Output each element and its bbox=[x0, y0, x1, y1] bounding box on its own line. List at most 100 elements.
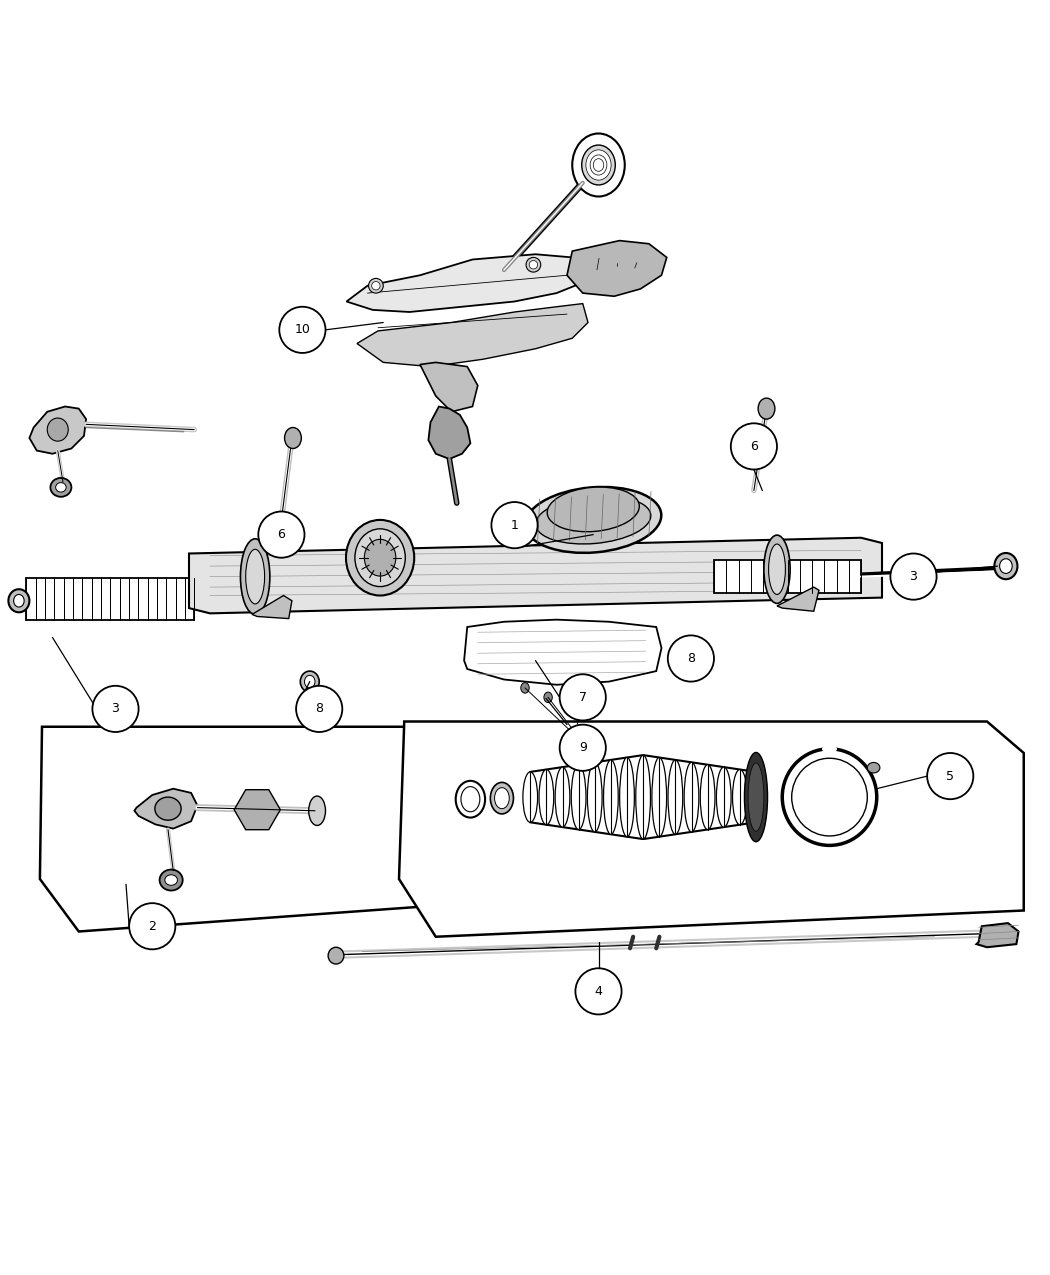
Circle shape bbox=[731, 423, 777, 469]
Circle shape bbox=[668, 635, 714, 682]
Ellipse shape bbox=[56, 483, 66, 492]
Ellipse shape bbox=[536, 496, 651, 544]
Polygon shape bbox=[29, 407, 86, 454]
Ellipse shape bbox=[567, 695, 575, 706]
Ellipse shape bbox=[155, 797, 181, 820]
Ellipse shape bbox=[744, 752, 768, 842]
Circle shape bbox=[890, 553, 937, 599]
Ellipse shape bbox=[764, 536, 790, 603]
Circle shape bbox=[927, 754, 973, 799]
Ellipse shape bbox=[635, 755, 651, 839]
Circle shape bbox=[560, 674, 606, 720]
Ellipse shape bbox=[539, 770, 553, 825]
Text: 1: 1 bbox=[510, 519, 519, 532]
Ellipse shape bbox=[309, 796, 326, 825]
Ellipse shape bbox=[521, 682, 529, 694]
Ellipse shape bbox=[525, 487, 662, 553]
Ellipse shape bbox=[571, 765, 586, 830]
Circle shape bbox=[491, 502, 538, 548]
Ellipse shape bbox=[867, 762, 880, 773]
Text: 10: 10 bbox=[294, 324, 311, 337]
Ellipse shape bbox=[587, 762, 602, 831]
Ellipse shape bbox=[47, 418, 68, 441]
Ellipse shape bbox=[328, 947, 344, 964]
Ellipse shape bbox=[544, 692, 552, 703]
Circle shape bbox=[258, 511, 304, 557]
Text: 2: 2 bbox=[148, 919, 156, 933]
Ellipse shape bbox=[369, 278, 383, 293]
Ellipse shape bbox=[372, 282, 380, 289]
Polygon shape bbox=[357, 303, 588, 367]
Circle shape bbox=[575, 968, 622, 1015]
Circle shape bbox=[279, 307, 326, 353]
Ellipse shape bbox=[246, 550, 265, 604]
Ellipse shape bbox=[355, 529, 405, 586]
Polygon shape bbox=[26, 578, 194, 620]
Ellipse shape bbox=[490, 783, 513, 813]
Ellipse shape bbox=[240, 539, 270, 615]
Ellipse shape bbox=[590, 156, 607, 175]
Ellipse shape bbox=[529, 260, 538, 269]
Polygon shape bbox=[976, 923, 1018, 947]
Text: 8: 8 bbox=[687, 652, 695, 666]
Circle shape bbox=[296, 686, 342, 732]
Polygon shape bbox=[567, 241, 667, 296]
Polygon shape bbox=[134, 789, 197, 829]
Ellipse shape bbox=[555, 768, 570, 827]
Ellipse shape bbox=[749, 771, 763, 822]
Ellipse shape bbox=[733, 770, 748, 825]
Polygon shape bbox=[530, 755, 756, 839]
Ellipse shape bbox=[994, 553, 1017, 579]
Ellipse shape bbox=[792, 759, 867, 836]
Ellipse shape bbox=[782, 748, 877, 845]
Ellipse shape bbox=[685, 762, 699, 831]
Ellipse shape bbox=[304, 676, 315, 688]
Text: 6: 6 bbox=[277, 528, 286, 541]
Polygon shape bbox=[346, 254, 593, 312]
Circle shape bbox=[92, 686, 139, 732]
Ellipse shape bbox=[495, 788, 509, 808]
Ellipse shape bbox=[461, 787, 480, 812]
Ellipse shape bbox=[1000, 558, 1012, 574]
Polygon shape bbox=[714, 560, 861, 593]
Text: 4: 4 bbox=[594, 984, 603, 998]
Ellipse shape bbox=[523, 771, 538, 822]
Ellipse shape bbox=[652, 757, 667, 836]
Circle shape bbox=[129, 903, 175, 950]
Ellipse shape bbox=[604, 760, 618, 834]
Ellipse shape bbox=[769, 544, 785, 594]
Ellipse shape bbox=[620, 757, 634, 836]
Ellipse shape bbox=[671, 645, 690, 666]
Ellipse shape bbox=[160, 870, 183, 890]
Polygon shape bbox=[40, 727, 441, 932]
Ellipse shape bbox=[50, 478, 71, 497]
Polygon shape bbox=[777, 586, 819, 611]
Ellipse shape bbox=[526, 258, 541, 272]
Ellipse shape bbox=[593, 158, 604, 171]
Ellipse shape bbox=[285, 427, 301, 449]
Ellipse shape bbox=[582, 145, 615, 185]
Ellipse shape bbox=[8, 589, 29, 612]
Ellipse shape bbox=[547, 487, 639, 532]
Ellipse shape bbox=[14, 594, 24, 607]
Polygon shape bbox=[399, 722, 1024, 937]
Ellipse shape bbox=[716, 768, 731, 827]
Ellipse shape bbox=[300, 671, 319, 692]
Ellipse shape bbox=[586, 150, 611, 180]
Ellipse shape bbox=[456, 780, 485, 817]
Ellipse shape bbox=[700, 765, 715, 830]
Text: 5: 5 bbox=[946, 770, 954, 783]
Text: 6: 6 bbox=[750, 440, 758, 453]
Ellipse shape bbox=[748, 762, 764, 831]
Text: 9: 9 bbox=[579, 741, 587, 755]
Circle shape bbox=[560, 724, 606, 771]
Polygon shape bbox=[464, 620, 662, 685]
Polygon shape bbox=[252, 595, 292, 618]
Ellipse shape bbox=[668, 760, 682, 834]
Polygon shape bbox=[420, 362, 478, 412]
Polygon shape bbox=[428, 407, 470, 459]
Ellipse shape bbox=[675, 649, 686, 662]
Text: 3: 3 bbox=[111, 703, 120, 715]
Polygon shape bbox=[189, 538, 882, 613]
Text: 8: 8 bbox=[315, 703, 323, 715]
